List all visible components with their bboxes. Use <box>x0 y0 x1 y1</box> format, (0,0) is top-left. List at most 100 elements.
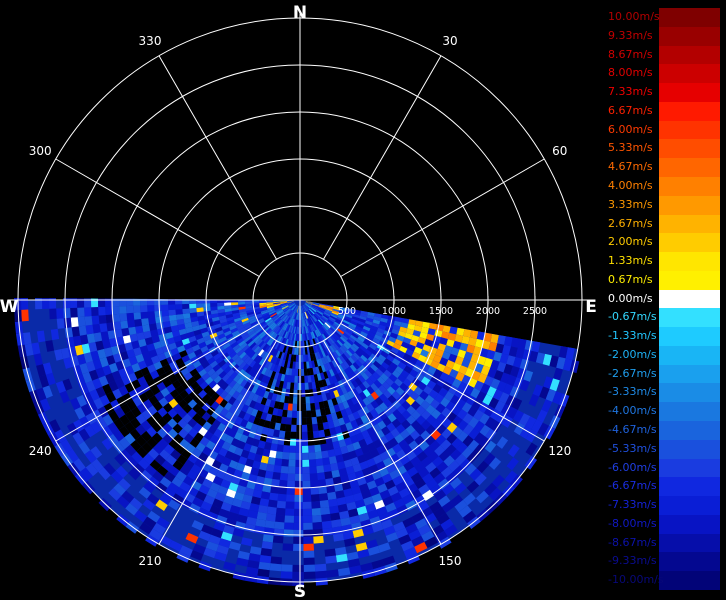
echo-bin <box>198 530 211 542</box>
legend-swatch <box>659 364 720 384</box>
echo-bin <box>342 400 350 410</box>
echo-bin <box>374 477 385 487</box>
echo-bin <box>219 318 228 324</box>
echo-bin <box>334 373 342 382</box>
range-label: 500 <box>338 306 356 317</box>
legend-swatch <box>659 26 720 47</box>
legend-entry: 3.33m/s <box>604 195 720 215</box>
echo-bin <box>315 366 320 375</box>
echo-bin <box>66 448 79 463</box>
legend-swatch <box>659 402 720 422</box>
echo-bin <box>338 326 346 333</box>
echo-bin <box>122 392 133 404</box>
bearing-spoke <box>55 158 260 277</box>
echo-bin <box>355 385 363 395</box>
echo-bin <box>318 401 325 410</box>
echo-bin <box>403 353 412 361</box>
echo-bin <box>451 378 462 389</box>
echo-bin <box>144 337 154 346</box>
echo-bin <box>305 302 313 305</box>
echo-bin <box>346 366 354 375</box>
echo-bin <box>236 485 247 495</box>
echo-bin <box>484 416 496 429</box>
echo-bin <box>328 353 335 362</box>
echo-bin <box>276 309 283 314</box>
echo-bin <box>392 343 402 350</box>
echo-bin <box>249 342 257 349</box>
echo-bin <box>183 475 195 487</box>
echo-bin <box>148 349 158 358</box>
echo-bin <box>352 411 361 420</box>
echo-bin <box>244 356 252 364</box>
echo-bin <box>240 342 248 350</box>
echo-bin <box>379 489 391 500</box>
echo-bin <box>207 356 216 365</box>
legend-swatch <box>659 64 720 84</box>
echo-bin <box>260 412 268 421</box>
echo-bin <box>168 398 179 409</box>
compass-west-label: W <box>0 297 19 317</box>
radar-display[interactable]: 500 1000 1500 2000 2500 30 60 120 150 210 240 300 3… <box>0 0 600 600</box>
echo-bin <box>320 443 328 452</box>
echo-bin <box>311 501 321 509</box>
echo-bin <box>85 324 94 335</box>
echo-bin <box>91 458 104 472</box>
echo-bin <box>308 361 313 369</box>
echo-bin <box>105 314 114 324</box>
echo-bin <box>314 345 319 353</box>
echo-bin <box>269 492 279 501</box>
echo-bin <box>161 460 173 472</box>
echo-bin <box>129 497 143 510</box>
echo-bin <box>415 405 426 416</box>
legend-swatch <box>659 195 720 215</box>
echo-bin <box>328 498 338 507</box>
echo-bin <box>321 415 328 423</box>
echo-bin <box>313 395 319 403</box>
echo-bin <box>313 313 320 320</box>
echo-bin <box>304 340 307 348</box>
echo-bin <box>294 375 298 383</box>
echo-bin <box>243 322 251 328</box>
echo-bin <box>393 521 406 533</box>
echo-bin <box>331 519 342 528</box>
echo-bin <box>287 302 295 306</box>
echo-bin <box>285 494 295 502</box>
echo-bin <box>367 366 376 375</box>
echo-bin <box>177 408 188 419</box>
echo-bin <box>414 478 426 490</box>
echo-bin <box>405 424 416 435</box>
echo-bin <box>302 480 311 488</box>
echo-bin <box>425 424 437 436</box>
echo-bin <box>323 363 329 372</box>
echo-bin <box>268 450 277 459</box>
echo-bin <box>235 322 244 328</box>
echo-bin <box>294 494 303 502</box>
echo-bin <box>147 311 155 319</box>
echo-bin <box>227 511 239 522</box>
echo-bin <box>283 360 288 368</box>
echo-bin <box>179 438 190 449</box>
echo-bin <box>273 302 281 305</box>
echo-bin <box>408 319 417 326</box>
echo-bin <box>232 390 240 400</box>
echo-bin <box>172 423 183 434</box>
echo-bin <box>309 367 314 376</box>
echo-bin <box>228 541 241 551</box>
echo-bin <box>279 321 285 328</box>
echo-bin <box>267 428 275 437</box>
echo-bin <box>180 333 189 341</box>
echo-bin <box>496 361 507 373</box>
echo-bin <box>287 325 292 333</box>
echo-bin <box>220 479 231 489</box>
echo-bin <box>357 408 366 418</box>
echo-bin <box>542 353 552 366</box>
echo-bin <box>255 410 263 419</box>
echo-bin <box>536 409 548 423</box>
echo-bin <box>116 396 127 407</box>
echo-bin <box>437 478 450 490</box>
echo-bin <box>199 323 207 330</box>
echo-bin <box>387 315 396 321</box>
echo-bin <box>238 301 246 305</box>
echo-bin <box>287 301 295 304</box>
echo-bin <box>175 304 183 310</box>
